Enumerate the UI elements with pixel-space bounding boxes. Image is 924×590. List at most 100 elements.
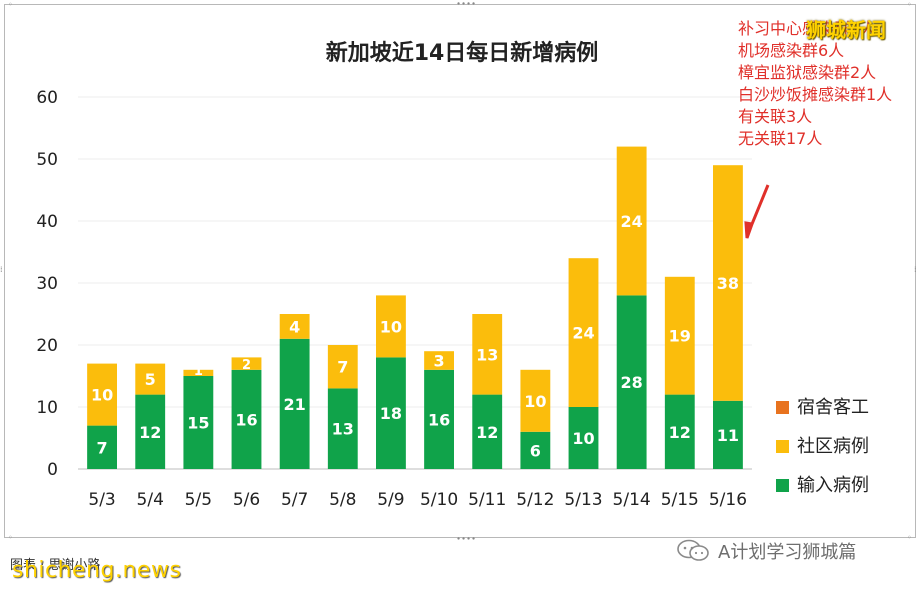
y-tick-label: 60 (36, 88, 58, 108)
wechat-credit: A计划学习狮城篇 (676, 538, 856, 564)
resize-handle-right[interactable]: ⁞ (914, 265, 917, 274)
bar-segment (183, 376, 214, 469)
resize-handle-left[interactable]: ⁞ (0, 265, 3, 274)
gridlines (78, 96, 752, 470)
bar-segment (664, 394, 695, 469)
bar-segment (472, 314, 503, 395)
x-tick-label: 5/9 (377, 490, 404, 510)
chart-credit: 图表 · 思谢小路 (10, 558, 101, 573)
data-label: 2 (242, 358, 251, 373)
bar-segment (664, 276, 695, 395)
data-label: 28 (621, 373, 643, 392)
legend-swatch (776, 440, 789, 453)
data-label: 19 (669, 327, 691, 346)
data-label: 24 (621, 212, 643, 231)
data-label: 7 (97, 438, 108, 457)
resize-handle-bottom-left[interactable]: ◦ (8, 533, 13, 542)
x-tick-label: 5/11 (468, 490, 506, 510)
bar-segment (327, 345, 358, 389)
x-tick-label: 5/6 (233, 490, 260, 510)
x-tick-label: 5/15 (661, 490, 699, 510)
bar-segment (424, 351, 454, 370)
data-label: 38 (717, 274, 739, 293)
bar-segment (568, 258, 599, 407)
resize-handle-bottom[interactable]: ∙∙∙∙ (456, 534, 477, 543)
bar-segment (713, 400, 743, 469)
bar-segment (472, 394, 503, 469)
resize-handle-bottom-right[interactable]: ◦ (907, 533, 912, 542)
bar-segment (327, 388, 358, 469)
data-label: 6 (530, 441, 541, 460)
bar-segment (279, 338, 310, 469)
bar-segment (231, 357, 262, 370)
data-label: 13 (476, 345, 498, 364)
data-label: 3 (434, 352, 445, 371)
annotation-line: 补习中心感染群7人 (738, 19, 877, 38)
annotation-line: 机场感染群6人 (738, 41, 845, 60)
annotation-box: 补习中心感染群7人 机场感染群6人 樟宜监狱感染群2人 白沙炒饭摊感染群1人 有… (738, 18, 892, 150)
annotation-line: 无关联17人 (738, 129, 823, 148)
legend-label: 输入病例 (797, 475, 869, 496)
bar-segment (87, 425, 117, 469)
legend-swatch (776, 479, 789, 492)
x-tick-label: 5/13 (564, 490, 602, 510)
bars: 7 10 12 5 15 1 16 2 21 4 13 7 18 10 16 3 12 13 6 10 10 24 28 24… (87, 146, 743, 469)
data-label: 7 (337, 358, 348, 377)
wechat-account: A计划学习狮城篇 (718, 542, 857, 563)
data-label: 5 (145, 370, 156, 389)
y-tick-label: 30 (36, 274, 58, 294)
data-label: 11 (717, 426, 739, 445)
bar-segment (183, 369, 214, 376)
data-label: 15 (187, 414, 209, 433)
data-label: 24 (572, 324, 594, 343)
data-label: 1 (194, 364, 203, 379)
bar-segment (568, 407, 599, 469)
x-tick-label: 5/7 (281, 490, 308, 510)
annotation-line: 白沙炒饭摊感染群1人 (738, 85, 893, 104)
bar-segment (135, 394, 166, 469)
wechat-icon (677, 539, 709, 561)
data-label: 18 (380, 404, 402, 423)
bar-segment (713, 165, 743, 401)
bar-segment (424, 369, 454, 469)
bar-segment (376, 295, 406, 358)
bar-segment (231, 369, 262, 469)
resize-handle-top-left[interactable]: ◦ (8, 0, 13, 9)
x-tick-label: 5/4 (137, 490, 164, 510)
annotation-line: 樟宜监狱感染群2人 (738, 63, 877, 82)
data-label: 21 (284, 395, 306, 414)
x-tick-label: 5/8 (329, 490, 356, 510)
resize-handle-top-right[interactable]: ◦ (907, 0, 912, 9)
x-tick-label: 5/12 (516, 490, 554, 510)
bar-segment (616, 295, 647, 469)
chart-title: 新加坡近14日每日新增病例 (326, 40, 599, 66)
y-tick-label: 20 (36, 336, 58, 356)
x-tick-label: 5/10 (420, 490, 458, 510)
data-label: 10 (524, 392, 546, 411)
data-label: 10 (572, 429, 594, 448)
bar-segment (520, 431, 551, 469)
data-label: 13 (332, 420, 354, 439)
y-tick-label: 50 (36, 150, 58, 170)
bar-segment (87, 363, 117, 426)
x-axis-ticks: 5/3 5/4 5/5 5/6 5/7 5/8 5/9 5/10 5/11 5/12 5/13 5/1… (88, 490, 747, 510)
annotation-line: 有关联3人 (738, 107, 813, 126)
legend-swatch (776, 401, 789, 414)
y-axis-ticks: 0 10 20 30 40 50 60 (36, 88, 58, 480)
data-label: 10 (380, 317, 402, 336)
site-watermark: shicheng.news (12, 558, 182, 583)
annotation-arrow (744, 184, 770, 239)
x-tick-label: 5/14 (613, 490, 651, 510)
data-label: 12 (476, 423, 498, 442)
resize-handle-top[interactable]: ∙∙∙∙ (456, 0, 477, 8)
x-tick-label: 5/3 (88, 490, 115, 510)
bar-segment (376, 357, 406, 469)
y-tick-label: 40 (36, 212, 58, 232)
legend-label: 宿舍客工 (797, 397, 869, 418)
bar-segment (616, 146, 647, 296)
data-label: 16 (428, 410, 450, 429)
data-label: 12 (139, 423, 161, 442)
bar-segment (520, 369, 551, 432)
